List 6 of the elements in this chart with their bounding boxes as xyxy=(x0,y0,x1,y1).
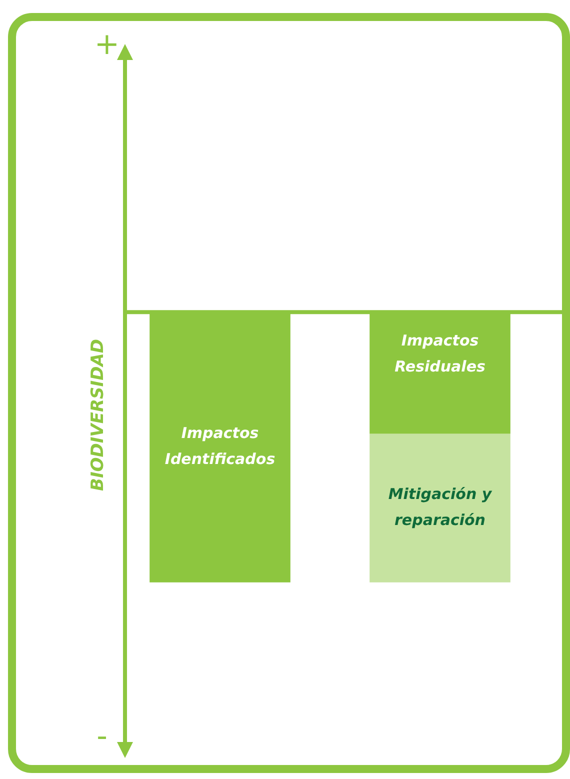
series-label: Mitigación y reparación xyxy=(388,485,493,529)
text: - xyxy=(96,719,108,754)
series-label: Impactos Identificados xyxy=(164,424,276,468)
series-label: Impactos Residuales xyxy=(394,332,486,376)
text: + xyxy=(94,27,120,62)
y-axis-title: BIODIVERSIDAD xyxy=(88,339,108,491)
